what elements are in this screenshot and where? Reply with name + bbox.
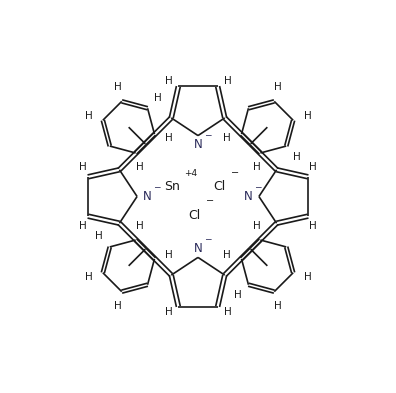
Text: H: H (223, 250, 231, 260)
Text: −: − (254, 182, 261, 191)
Text: H: H (304, 111, 311, 121)
Text: H: H (274, 82, 282, 92)
Text: H: H (309, 162, 317, 172)
Text: H: H (165, 76, 172, 86)
Text: N: N (244, 190, 252, 203)
Text: N: N (194, 138, 202, 151)
Text: Cl: Cl (213, 180, 226, 193)
Text: −: − (153, 182, 160, 191)
Text: H: H (154, 93, 162, 103)
Text: N: N (194, 242, 202, 255)
Text: H: H (223, 133, 231, 143)
Text: H: H (85, 111, 92, 121)
Text: H: H (253, 162, 261, 173)
Text: H: H (95, 231, 103, 241)
Text: H: H (114, 301, 122, 311)
Text: H: H (253, 220, 261, 231)
Text: H: H (309, 221, 317, 231)
Text: H: H (224, 76, 231, 86)
Text: H: H (234, 290, 242, 300)
Text: H: H (135, 220, 143, 231)
Text: −: − (206, 196, 214, 206)
Text: −: − (204, 235, 211, 244)
Text: H: H (224, 307, 231, 317)
Text: N: N (143, 190, 151, 203)
Text: −: − (231, 168, 240, 178)
Text: H: H (304, 272, 311, 282)
Text: H: H (79, 221, 87, 231)
Text: H: H (165, 250, 173, 260)
Text: Sn: Sn (164, 180, 181, 193)
Text: H: H (274, 301, 282, 311)
Text: H: H (114, 82, 122, 92)
Text: H: H (293, 152, 301, 162)
Text: H: H (85, 272, 92, 282)
Text: −: − (204, 130, 211, 139)
Text: H: H (135, 162, 143, 173)
Text: Cl: Cl (188, 209, 200, 222)
Text: H: H (165, 133, 173, 143)
Text: H: H (79, 162, 87, 172)
Text: H: H (165, 307, 172, 317)
Text: +4: +4 (184, 169, 197, 178)
